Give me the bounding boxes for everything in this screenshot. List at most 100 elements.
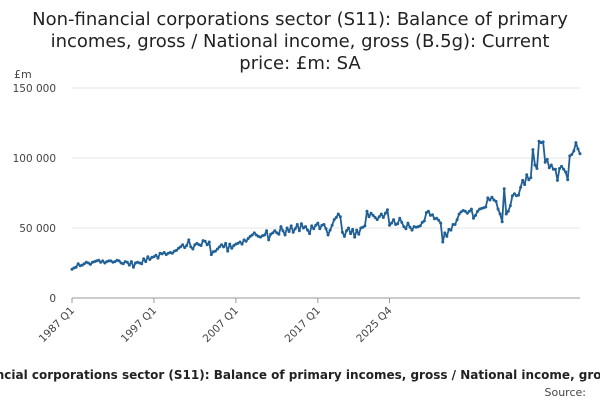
data-point — [291, 230, 295, 234]
data-point — [465, 211, 469, 215]
data-point — [209, 253, 213, 257]
data-point — [131, 265, 135, 269]
data-point — [273, 229, 277, 233]
data-point — [463, 209, 467, 213]
data-point — [504, 212, 508, 216]
data-point — [265, 229, 269, 233]
data-point — [88, 262, 92, 266]
y-axis-ticks: 0 50 000 100 000 150 000 — [13, 83, 56, 305]
data-point — [469, 207, 473, 211]
data-point — [299, 222, 303, 226]
data-point — [506, 209, 510, 213]
data-point — [443, 231, 447, 235]
data-point — [312, 227, 316, 231]
data-point — [527, 178, 531, 182]
data-point — [250, 233, 254, 237]
data-point — [357, 232, 361, 236]
data-point — [285, 226, 289, 230]
data-point — [558, 167, 562, 170]
data-point — [474, 213, 478, 217]
series-layer — [70, 139, 582, 271]
data-point — [437, 218, 441, 222]
data-point — [519, 185, 523, 189]
x-tick-label: 1997 Q1 — [119, 305, 159, 345]
data-point — [74, 265, 78, 269]
data-point — [490, 195, 494, 199]
data-point — [365, 209, 369, 213]
data-point — [453, 223, 457, 226]
data-point — [220, 243, 224, 247]
data-point — [426, 209, 430, 213]
data-point — [498, 212, 502, 216]
data-point — [324, 227, 328, 231]
data-point — [205, 243, 209, 247]
data-point — [439, 221, 443, 225]
data-point — [418, 224, 422, 228]
data-point — [125, 260, 129, 264]
data-point — [523, 183, 527, 187]
data-point — [377, 215, 381, 219]
data-point — [295, 223, 299, 226]
data-point — [388, 223, 391, 227]
data-point — [328, 228, 332, 232]
data-point — [140, 262, 144, 266]
data-point — [406, 221, 410, 225]
data-point — [281, 229, 285, 233]
data-point — [553, 167, 557, 171]
data-point — [392, 218, 396, 222]
data-point — [318, 227, 322, 231]
data-point — [76, 262, 80, 266]
data-point — [191, 247, 195, 251]
data-point — [398, 216, 402, 220]
data-point — [154, 253, 158, 257]
data-point — [408, 225, 412, 229]
data-point — [533, 163, 537, 167]
data-point — [148, 258, 152, 261]
data-point — [334, 216, 338, 219]
data-point — [570, 153, 574, 156]
data-point — [488, 198, 492, 202]
data-point — [330, 223, 334, 227]
data-point — [500, 220, 504, 224]
data-point — [187, 238, 191, 242]
data-point — [547, 166, 551, 170]
data-point — [277, 232, 281, 236]
data-point — [252, 231, 256, 235]
data-point — [449, 228, 453, 232]
source-label: Source: — [545, 386, 587, 399]
data-point — [97, 258, 101, 262]
data-point — [578, 152, 582, 156]
data-point — [156, 256, 160, 260]
data-point — [525, 173, 529, 177]
data-point — [207, 240, 211, 244]
data-point — [383, 211, 387, 215]
data-point — [226, 249, 230, 253]
data-point — [572, 149, 576, 153]
data-point — [162, 251, 166, 254]
data-point — [297, 229, 301, 233]
data-point — [322, 223, 326, 226]
data-point — [529, 176, 533, 180]
data-point — [283, 233, 287, 237]
data-point — [224, 241, 228, 245]
data-point — [310, 224, 314, 228]
data-point — [410, 228, 414, 232]
data-point — [379, 212, 383, 216]
data-point — [543, 160, 547, 164]
data-point — [402, 225, 406, 229]
data-point — [467, 209, 471, 213]
data-point — [117, 259, 121, 263]
data-point — [338, 215, 342, 219]
data-point — [293, 227, 297, 231]
data-point — [455, 218, 459, 222]
data-point — [183, 246, 187, 250]
data-point — [326, 233, 330, 237]
data-point — [355, 228, 359, 232]
chart-title-line-3: price: £m: SA — [239, 53, 361, 74]
data-point — [189, 245, 193, 249]
data-point — [287, 230, 291, 233]
data-point — [185, 244, 189, 247]
data-point — [353, 235, 357, 239]
gridlines — [72, 87, 580, 299]
data-point — [431, 213, 435, 217]
